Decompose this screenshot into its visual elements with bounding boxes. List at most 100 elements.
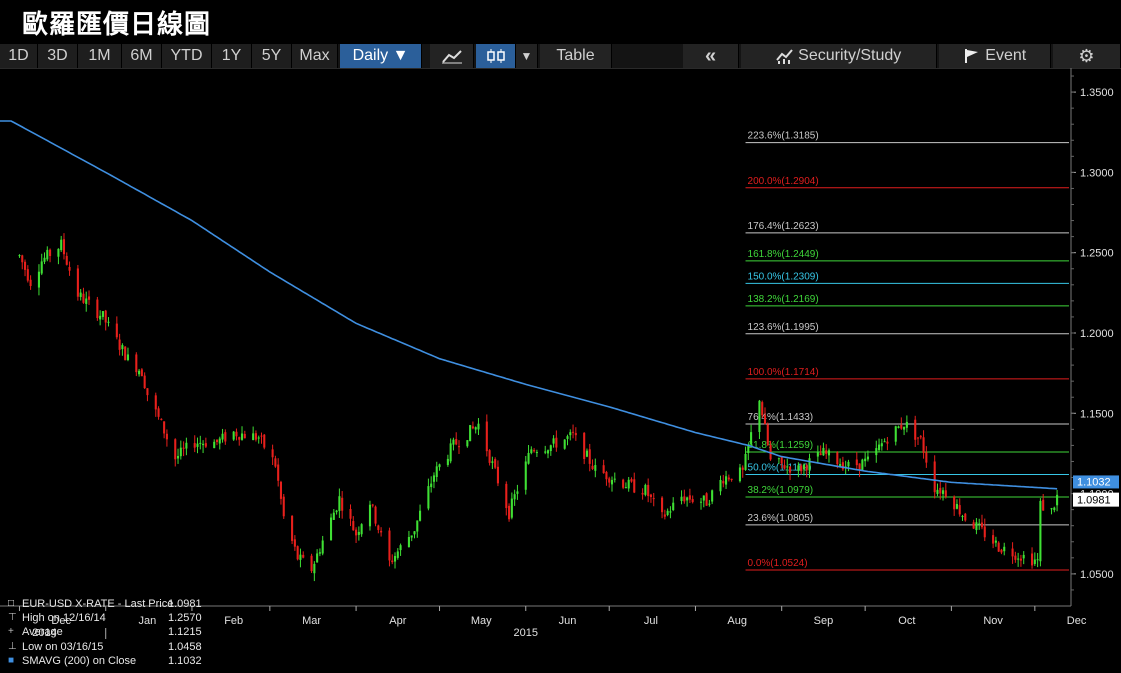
candlestick-button[interactable]: [476, 44, 516, 68]
period-3d-button[interactable]: 3D: [38, 44, 78, 68]
candle-body: [953, 496, 956, 510]
candle-body: [399, 545, 402, 551]
candle-body: [802, 464, 805, 470]
candle-body: [610, 479, 614, 485]
candle-body: [663, 514, 666, 517]
candle-body: [903, 426, 906, 430]
interval-dropdown[interactable]: Daily ▼: [340, 44, 422, 68]
period-max-button[interactable]: Max: [292, 44, 338, 68]
candle-body: [57, 248, 60, 257]
candle-body: [758, 400, 761, 433]
candle-body: [23, 261, 27, 270]
candle-body: [99, 315, 102, 320]
table-button[interactable]: Table: [540, 44, 612, 68]
period-ytd-button[interactable]: YTD: [162, 44, 212, 68]
candle-body: [855, 459, 858, 466]
candle-body: [922, 437, 925, 453]
period-1m-button[interactable]: 1M: [78, 44, 122, 68]
candle-body: [432, 475, 436, 482]
candle-body: [471, 426, 474, 429]
security-study-button[interactable]: Security/Study: [741, 44, 937, 68]
period-5y-button[interactable]: 5Y: [252, 44, 292, 68]
settings-button[interactable]: ⚙: [1053, 44, 1121, 68]
x-year-label: 2015: [514, 627, 538, 639]
period-6m-button[interactable]: 6M: [122, 44, 162, 68]
candle-body: [669, 511, 672, 513]
candle-body: [839, 464, 842, 467]
candle-body: [583, 432, 586, 459]
candle-body: [413, 531, 416, 535]
candle-body: [277, 464, 280, 481]
candle-body: [880, 443, 883, 447]
candle-body: [260, 435, 263, 437]
candle-body: [750, 432, 753, 445]
candle-body: [87, 296, 91, 300]
fib-level-label: 150.0%(1.2309): [748, 271, 819, 282]
candle-body: [641, 492, 644, 495]
chart-legend: □ EUR-USD X-RATE - Last Price 1.0981 ⊤ High …: [8, 597, 206, 673]
candle-body: [883, 441, 886, 443]
candle-body: [76, 268, 79, 297]
candle-body: [282, 496, 285, 517]
legend-value: 1.0981: [168, 598, 202, 610]
candle-body: [1031, 553, 1034, 566]
candle-body: [661, 497, 664, 513]
candle-body: [46, 249, 49, 260]
candle-body: [1011, 548, 1014, 557]
candle-body: [60, 239, 63, 251]
candle-body: [313, 563, 316, 574]
candle-body: [449, 443, 452, 462]
candle-body: [900, 424, 903, 429]
candle-body: [549, 445, 552, 452]
legend-value: 1.0458: [168, 640, 202, 653]
legend-row: ■ SMAVG (200) on Close 1.1032: [8, 654, 206, 668]
line-chart-icon: [441, 50, 462, 64]
chart-area[interactable]: 1.35001.30001.25001.20001.15001.10001.05…: [0, 68, 1121, 667]
candle-body: [699, 501, 703, 503]
price-chart[interactable]: 1.35001.30001.25001.20001.15001.10001.05…: [0, 68, 1121, 639]
chart-type-dropdown[interactable]: ▼: [516, 44, 538, 68]
candle-body: [18, 255, 21, 257]
candle-body: [961, 516, 964, 518]
candle-body: [992, 535, 995, 544]
candle-body: [925, 452, 928, 463]
x-month-label: Jan: [139, 615, 157, 627]
x-month-label: Oct: [898, 615, 915, 627]
event-button[interactable]: Event: [939, 44, 1051, 68]
security-study-icon: [775, 49, 793, 64]
candle-body: [1053, 507, 1056, 511]
candle-body: [1000, 549, 1003, 553]
candle-body: [1056, 494, 1059, 506]
candle-body: [349, 508, 352, 519]
candle-body: [360, 524, 363, 535]
legend-label: Average: [22, 626, 63, 639]
legend-marker: ■: [8, 654, 15, 666]
candle-body: [221, 433, 224, 440]
legend-label: Low on 03/16/15: [22, 640, 104, 653]
candle-body: [352, 521, 355, 531]
candle-body: [914, 419, 917, 440]
candle-body: [107, 321, 110, 323]
legend-row: ⊤ High on 12/16/14 1.2570: [8, 611, 206, 625]
line-chart-button[interactable]: [430, 44, 474, 68]
legend-row: + Average 1.1215: [8, 625, 206, 639]
candle-body: [435, 466, 438, 478]
period-1d-button[interactable]: 1D: [0, 44, 38, 68]
candle-body: [983, 526, 986, 538]
x-month-label: Nov: [983, 615, 1003, 627]
candle-body: [761, 402, 764, 416]
candle-body: [202, 443, 205, 446]
candle-body: [680, 496, 683, 501]
candle-body: [393, 556, 397, 562]
candle-body: [466, 440, 469, 447]
legend-row: □ EUR-USD X-RATE - Last Price 1.0981: [8, 597, 206, 611]
candle-body: [919, 436, 922, 438]
candle-body: [994, 540, 997, 543]
period-1y-button[interactable]: 1Y: [212, 44, 252, 68]
candle-body: [861, 459, 864, 471]
candle-body: [316, 553, 319, 563]
candle-body: [535, 451, 538, 454]
candle-body: [683, 496, 686, 502]
candle-body: [446, 458, 449, 465]
collapse-button[interactable]: «: [683, 44, 739, 68]
